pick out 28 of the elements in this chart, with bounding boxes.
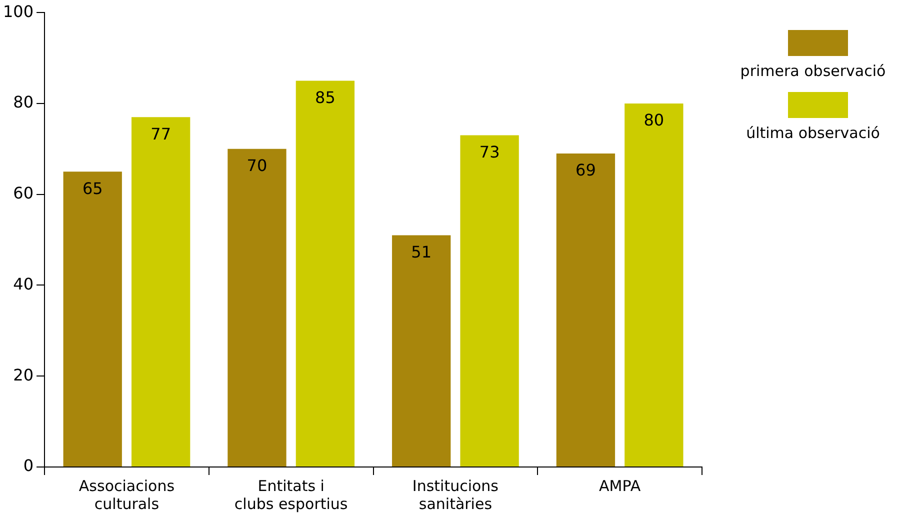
x-tick-label: Associacions culturals: [78, 476, 175, 513]
bar: [228, 148, 286, 466]
y-tick-label: 0: [23, 456, 34, 476]
y-tick-label: 100: [2, 2, 34, 21]
bar: [63, 172, 122, 466]
y-tick-label: 80: [13, 92, 34, 112]
data-label: 77: [150, 124, 172, 144]
y-tick-label: 40: [13, 274, 34, 294]
legend-label: primera observació: [740, 62, 886, 80]
bar: [624, 103, 684, 466]
bar: [131, 117, 190, 466]
data-label: 85: [315, 88, 336, 107]
legend-label: última observació: [746, 124, 880, 142]
data-label: 51: [411, 242, 432, 262]
x-tick-label: AMPA: [599, 476, 642, 495]
data-label: 65: [82, 178, 103, 198]
bar: [392, 235, 451, 466]
data-label: 69: [576, 160, 596, 180]
y-tick-label: 60: [13, 184, 34, 203]
x-tick-label: Institucions sanitàries: [412, 476, 499, 513]
x-tick-label: Entitats i clubs esportius: [234, 476, 348, 513]
data-label: 73: [479, 142, 500, 162]
bar: [556, 153, 616, 466]
data-label: 70: [246, 156, 268, 176]
bar: [296, 80, 355, 466]
y-tick-label: 20: [13, 365, 34, 384]
data-label: 80: [644, 110, 664, 130]
bar: [460, 135, 519, 466]
